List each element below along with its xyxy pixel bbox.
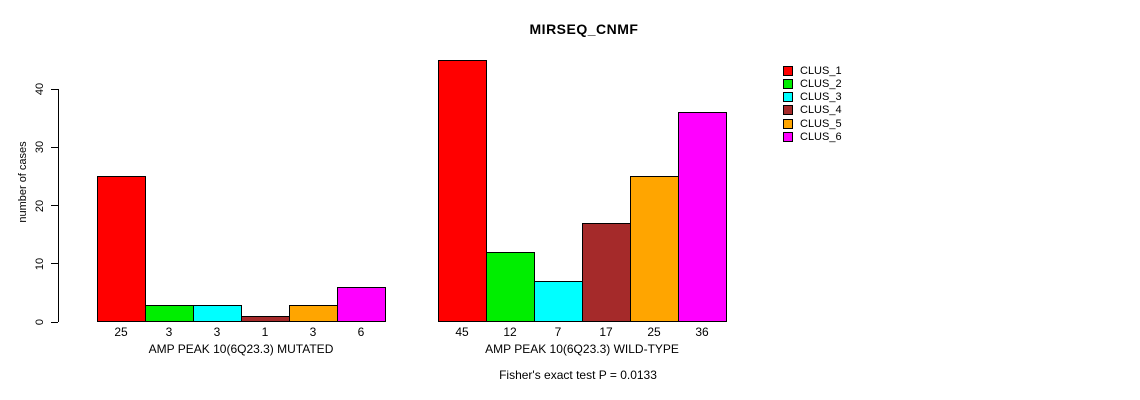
legend-label: CLUS_1 [800,64,842,77]
legend-swatch-icon [783,92,793,103]
legend-label: CLUS_6 [800,131,842,143]
bar-clus_4 [582,223,631,322]
y-tick-mark [51,321,58,323]
bar-value-label: 3 [165,325,173,339]
legend-swatch-icon [783,78,793,89]
fisher-test-note: Fisher's exact test P = 0.0133 [499,368,657,382]
legend-label: CLUS_2 [800,77,842,90]
bar-clus_5 [289,305,338,322]
y-tick-label: 10 [34,257,46,270]
y-tick-label: 40 [34,82,46,96]
bar-value-label: 3 [213,325,221,339]
bar-clus_1 [438,60,487,322]
legend-item-clus_3: CLUS_3 [783,91,842,104]
bar-clus_2 [486,252,535,322]
legend-swatch-icon [783,105,793,116]
bar-clus_5 [630,176,679,322]
bar-value-label: 25 [114,325,128,339]
legend-label: CLUS_3 [800,91,842,104]
bar-clus_6 [337,287,386,322]
bar-clus_3 [193,305,242,322]
bar-value-label: 45 [455,325,469,339]
right-chart-caption: AMP PEAK 10(6Q23.3) WILD-TYPE [485,342,679,356]
bar-value-label: 1 [261,325,269,339]
legend-item-clus_4: CLUS_4 [783,104,842,117]
legend-item-clus_2: CLUS_2 [783,77,842,90]
legend-swatch-icon [783,118,793,129]
legend-label: CLUS_4 [800,104,842,117]
bar-clus_6 [678,112,727,322]
legend-item-clus_6: CLUS_6 [783,131,842,144]
y-tick-mark [51,205,58,206]
bar-value-label: 25 [647,325,661,339]
bar-value-label: 36 [695,325,709,339]
bar-value-label: 17 [599,325,613,339]
bar-value-label: 12 [503,325,517,339]
y-tick-label: 30 [34,141,46,154]
legend-swatch-icon [783,65,793,76]
y-axis-label: number of cases [17,141,29,223]
bar-clus_4 [241,316,290,322]
y-tick-label: 0 [34,318,46,326]
bar-clus_1 [97,176,146,322]
bar-clus_3 [534,281,583,322]
legend-item-clus_5: CLUS_5 [783,117,842,130]
legend-swatch-icon [783,132,793,142]
bar-value-label: 6 [357,325,365,339]
legend-item-clus_1: CLUS_1 [783,64,842,77]
y-tick-mark [51,263,58,265]
bar-value-label: 7 [554,325,562,339]
legend-label: CLUS_5 [800,117,842,130]
left-chart-caption: AMP PEAK 10(6Q23.3) MUTATED [148,342,334,356]
y-tick-mark [51,88,58,90]
y-tick-label: 20 [34,199,46,212]
y-axis-line [58,89,59,322]
bar-clus_2 [145,305,194,322]
y-tick-mark [51,146,58,148]
bar-value-label: 3 [309,325,317,339]
chart-title: MIRSEQ_CNMF [529,21,639,37]
